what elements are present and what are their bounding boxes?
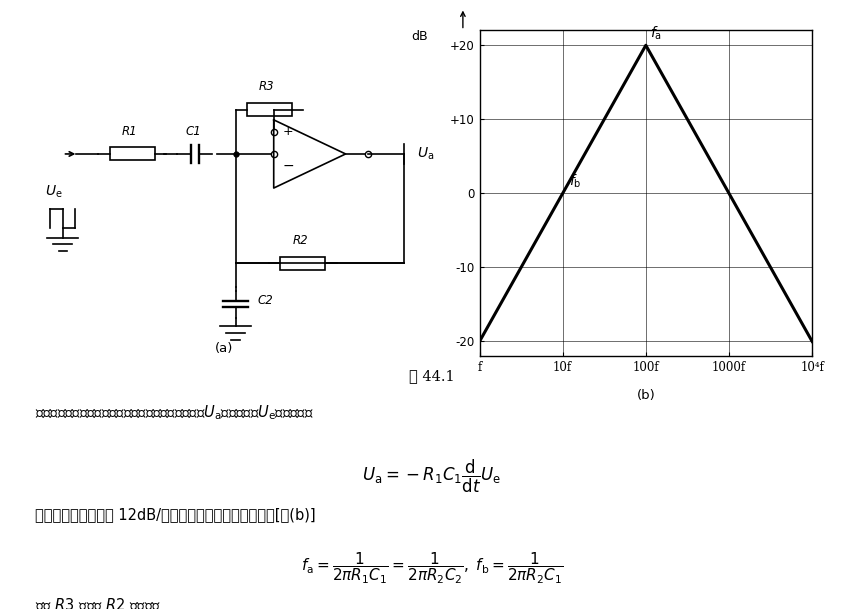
Bar <box>110 147 155 160</box>
Text: 图 44.1: 图 44.1 <box>410 369 454 383</box>
Text: $f_{\mathrm{a}}=\dfrac{1}{2\pi R_1 C_1}=\dfrac{1}{2\pi R_2 C_2},\;f_{\mathrm{b}}: $f_{\mathrm{a}}=\dfrac{1}{2\pi R_1 C_1}=… <box>301 551 563 586</box>
Text: 电阻 $R3$ 的值同 $R2$ 值相等。: 电阻 $R3$ 的值同 $R2$ 值相等。 <box>35 596 161 609</box>
Text: −: − <box>283 159 295 173</box>
Text: +: + <box>283 125 293 138</box>
Bar <box>247 103 292 116</box>
Text: R2: R2 <box>293 234 308 247</box>
Text: R3: R3 <box>259 80 275 93</box>
Text: $f_{\mathrm{a}}$: $f_{\mathrm{a}}$ <box>650 24 662 41</box>
Text: $U_{\mathrm{a}}=-R_1C_1\dfrac{\mathrm{d}}{\mathrm{d}t}U_{\mathrm{e}}$: $U_{\mathrm{a}}=-R_1C_1\dfrac{\mathrm{d}… <box>362 458 502 495</box>
Bar <box>281 256 326 270</box>
Text: (b): (b) <box>637 389 655 402</box>
Text: 该电路为高通滤波器，也可作脉冲微分器，输出电压$U_{\mathrm{a}}$与输入电压$U_{\mathrm{e}}$间的关系：: 该电路为高通滤波器，也可作脉冲微分器，输出电压$U_{\mathrm{a}}$与… <box>35 404 314 422</box>
Text: 输出电压变化量约为 12dB/倍频程。频率点由下二式确定[图(b)]: 输出电压变化量约为 12dB/倍频程。频率点由下二式确定[图(b)] <box>35 507 315 523</box>
Text: C1: C1 <box>186 125 201 138</box>
Text: (a): (a) <box>215 342 233 355</box>
Text: $f_{\mathrm{b}}$: $f_{\mathrm{b}}$ <box>569 172 581 189</box>
Text: $U_{\mathrm{a}}$: $U_{\mathrm{a}}$ <box>417 146 435 162</box>
Text: $U_{\mathrm{e}}$: $U_{\mathrm{e}}$ <box>45 183 62 200</box>
Text: dB: dB <box>411 30 428 43</box>
Text: C2: C2 <box>258 294 274 307</box>
Text: R1: R1 <box>122 125 137 138</box>
